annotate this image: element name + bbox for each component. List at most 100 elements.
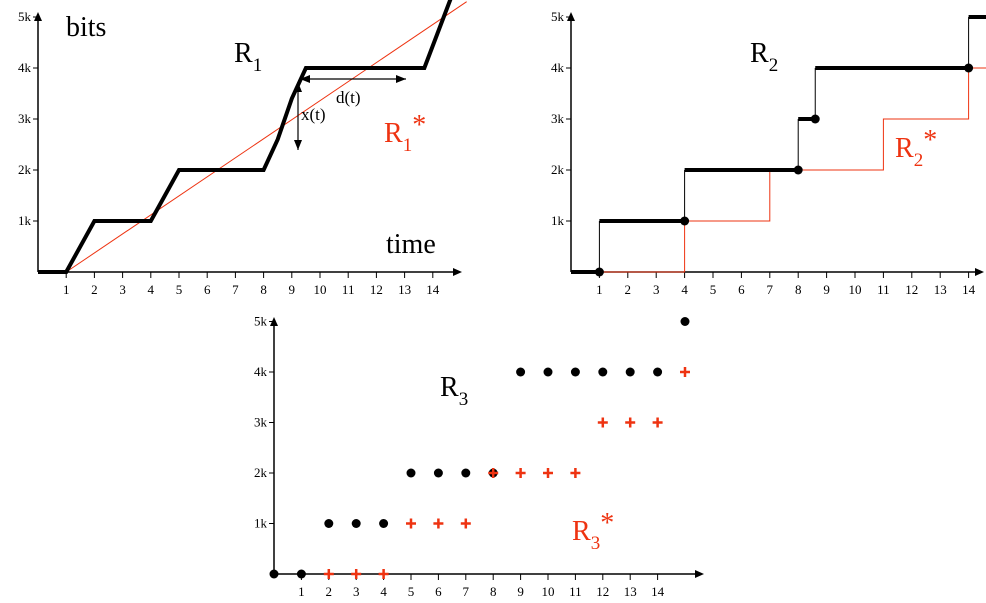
r3-point bbox=[461, 468, 471, 478]
x-tick-label: 9 bbox=[823, 282, 830, 297]
y-tick-label: 4k bbox=[551, 60, 565, 75]
r3-point bbox=[653, 367, 663, 377]
x-tick-label: 1 bbox=[596, 282, 603, 297]
r3-star-label: R3* bbox=[572, 508, 614, 554]
x-tick-label: 13 bbox=[624, 584, 637, 599]
y-tick-label: 2k bbox=[18, 162, 32, 177]
r3-star-point bbox=[351, 569, 362, 579]
r1-star-label: R1* bbox=[384, 110, 426, 156]
r3-point bbox=[516, 367, 526, 377]
x-tick-label: 3 bbox=[653, 282, 660, 297]
r3-point bbox=[598, 367, 608, 377]
r3-star-point bbox=[378, 569, 389, 579]
x-tick-label: 13 bbox=[934, 282, 947, 297]
x-tick-label: 8 bbox=[795, 282, 802, 297]
x-tick-label: 1 bbox=[63, 282, 70, 297]
r1-title: R1 bbox=[234, 38, 262, 76]
r2-title: R2 bbox=[750, 38, 778, 76]
r3-star-point bbox=[543, 468, 553, 478]
x-axis-label: time bbox=[386, 229, 436, 260]
y-tick-label: 3k bbox=[551, 111, 565, 126]
r3-point bbox=[296, 569, 306, 579]
r3-point bbox=[570, 367, 580, 377]
x-tick-label: 2 bbox=[625, 282, 632, 297]
x-tick-label: 4 bbox=[380, 584, 387, 599]
y-tick-label: 1k bbox=[18, 213, 32, 228]
r3-point bbox=[625, 367, 635, 377]
r2-point bbox=[594, 267, 604, 277]
x-tick-label: 4 bbox=[681, 282, 688, 297]
x-tick-label: 9 bbox=[289, 282, 296, 297]
x-tick-label: 6 bbox=[435, 584, 442, 599]
r3-star-point bbox=[570, 468, 581, 478]
x-tick-label: 3 bbox=[119, 282, 126, 297]
r3-star-point bbox=[323, 569, 334, 579]
x-axis-arrow bbox=[453, 268, 462, 276]
x-tick-label: 11 bbox=[569, 584, 582, 599]
d-t-arrow-right bbox=[396, 75, 406, 83]
y-tick-label: 3k bbox=[254, 415, 268, 430]
r3-star-point bbox=[433, 518, 444, 529]
y-tick-label: 5k bbox=[551, 9, 565, 24]
x-tick-label: 6 bbox=[738, 282, 745, 297]
y-tick-label: 2k bbox=[551, 162, 565, 177]
x-t-arrow-up bbox=[294, 82, 302, 92]
x-tick-label: 5 bbox=[408, 584, 415, 599]
r3-point bbox=[406, 468, 416, 478]
r3-star-point bbox=[460, 518, 471, 529]
x-tick-label: 10 bbox=[849, 282, 862, 297]
x-tick-label: 4 bbox=[148, 282, 155, 297]
d-t-label: d(t) bbox=[336, 88, 361, 107]
r3-point bbox=[324, 519, 334, 528]
r3-star-point bbox=[515, 468, 526, 478]
x-tick-label: 13 bbox=[398, 282, 411, 297]
r3-point bbox=[680, 317, 690, 326]
x-tick-label: 12 bbox=[905, 282, 918, 297]
x-tick-label: 8 bbox=[490, 584, 497, 599]
r1-line bbox=[38, 0, 453, 274]
d-t-arrow-left bbox=[300, 75, 310, 83]
r3-star-point bbox=[625, 417, 636, 428]
y-tick-label: 1k bbox=[254, 516, 268, 531]
y-tick-label: 3k bbox=[18, 111, 32, 126]
x-tick-label: 6 bbox=[204, 282, 211, 297]
x-tick-label: 14 bbox=[962, 282, 976, 297]
r3-star-point bbox=[488, 468, 499, 478]
x-tick-label: 12 bbox=[370, 282, 383, 297]
r3-point bbox=[543, 367, 553, 377]
x-tick-label: 1 bbox=[298, 584, 305, 599]
y-tick-label: 5k bbox=[18, 9, 32, 24]
x-axis-arrow bbox=[695, 570, 704, 578]
x-tick-label: 7 bbox=[232, 282, 239, 297]
x-tick-label: 11 bbox=[877, 282, 890, 297]
y-tick-label: 1k bbox=[551, 213, 565, 228]
x-tick-label: 14 bbox=[651, 584, 665, 599]
r2-point bbox=[964, 63, 974, 73]
x-tick-label: 8 bbox=[260, 282, 267, 297]
x-tick-label: 9 bbox=[517, 584, 524, 599]
y-tick-label: 5k bbox=[254, 314, 268, 329]
x-tick-label: 10 bbox=[314, 282, 327, 297]
r1-star-line bbox=[65, 1, 467, 273]
y-tick-label: 4k bbox=[254, 364, 268, 379]
x-t-arrow-down bbox=[294, 140, 302, 150]
d-t-annotation: d(t) bbox=[300, 75, 406, 107]
r2-star-label: R2* bbox=[895, 125, 937, 171]
x-tick-label: 12 bbox=[596, 584, 609, 599]
y-axis-label: bits bbox=[66, 12, 106, 43]
r3-point bbox=[379, 519, 389, 528]
x-tick-label: 2 bbox=[326, 584, 333, 599]
x-tick-label: 2 bbox=[91, 282, 98, 297]
x-tick-label: 5 bbox=[710, 282, 717, 297]
x-tick-label: 7 bbox=[767, 282, 774, 297]
r3-point bbox=[269, 569, 279, 579]
x-t-annotation: x(t) bbox=[294, 82, 326, 150]
x-tick-label: 14 bbox=[426, 282, 440, 297]
r3-star-point bbox=[680, 367, 690, 377]
r3-star-point bbox=[406, 518, 416, 529]
y-tick-label: 2k bbox=[254, 465, 268, 480]
x-tick-label: 3 bbox=[353, 584, 360, 599]
x-t-label: x(t) bbox=[301, 105, 326, 124]
x-axis-arrow bbox=[975, 268, 984, 276]
